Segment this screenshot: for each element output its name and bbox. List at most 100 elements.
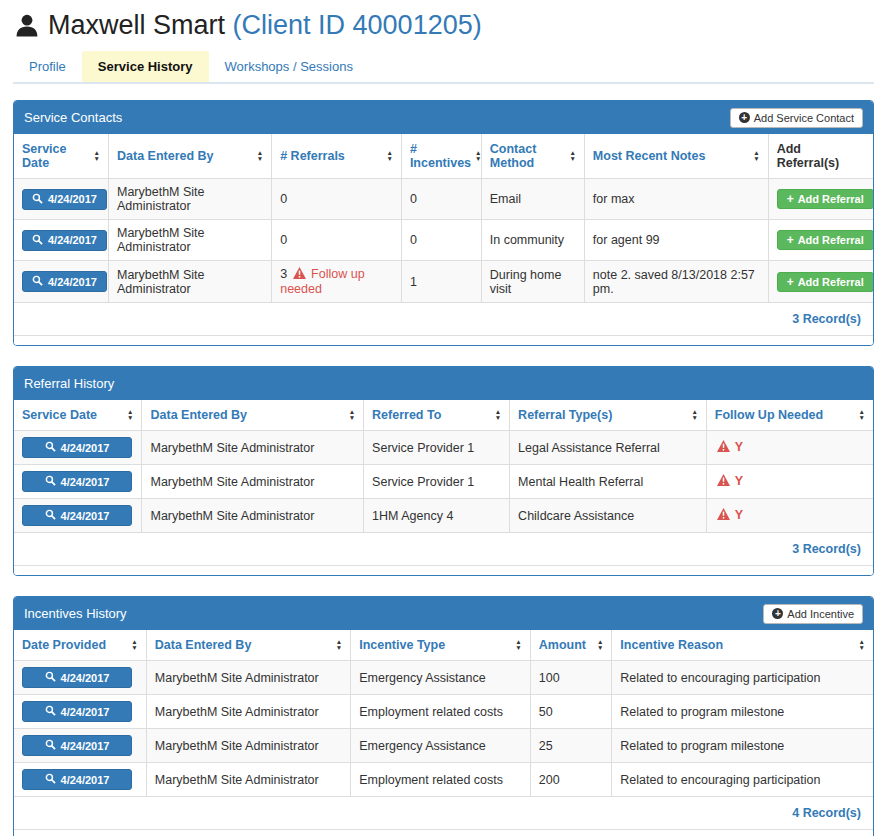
incentive-reason-cell: Related to program milestone bbox=[612, 729, 873, 763]
tab-bar: Profile Service History Workshops / Sess… bbox=[13, 51, 874, 84]
sort-arrows-icon[interactable]: ▲▼ bbox=[94, 150, 100, 162]
column-header-incentive-reason[interactable]: Incentive Reason▲▼ bbox=[612, 630, 873, 661]
panel-footer-strip bbox=[14, 336, 873, 345]
table-row: 4/24/2017MarybethM Site AdministratorEmp… bbox=[14, 695, 873, 729]
search-icon bbox=[45, 671, 56, 684]
sort-arrows-icon[interactable]: ▲▼ bbox=[691, 409, 697, 421]
view-record-date-button[interactable]: 4/24/2017 bbox=[22, 769, 132, 790]
record-count: 3 Record(s) bbox=[14, 533, 873, 566]
view-record-date-button[interactable]: 4/24/2017 bbox=[22, 667, 132, 688]
date-provided-cell: 4/24/2017 bbox=[14, 763, 146, 797]
view-record-date-button[interactable]: 4/24/2017 bbox=[22, 505, 132, 526]
add-incentive-button[interactable]: Add Incentive bbox=[763, 604, 863, 624]
amount-cell: 200 bbox=[530, 763, 612, 797]
column-label: Service Date bbox=[22, 142, 90, 170]
referrals-count: 3 bbox=[280, 267, 287, 281]
referral-type-cell: Legal Assistance Referral bbox=[510, 431, 707, 465]
follow-up-needed-cell: Y bbox=[706, 465, 873, 499]
data-entered-by-cell: MarybethM Site Administrator bbox=[146, 729, 350, 763]
column-header-data-entered-by[interactable]: Data Entered By ▲▼ bbox=[146, 630, 350, 661]
record-date: 4/24/2017 bbox=[48, 193, 97, 205]
column-header-data-entered-by[interactable]: Data Entered By▲▼ bbox=[142, 400, 364, 431]
data-entered-by-cell: MarybethM Site Administrator bbox=[108, 261, 271, 303]
search-icon bbox=[45, 509, 56, 522]
column-label: Incentive Type bbox=[359, 638, 445, 652]
column-label: Date Provided bbox=[22, 638, 106, 652]
column-header-referral-type-s[interactable]: Referral Type(s)▲▼ bbox=[510, 400, 707, 431]
warning-triangle-icon bbox=[717, 474, 730, 489]
record-date: 4/24/2017 bbox=[61, 706, 110, 718]
referral-type-cell: Mental Health Referral bbox=[510, 465, 707, 499]
tab-service-history[interactable]: Service History bbox=[82, 51, 209, 82]
sort-arrows-icon[interactable]: ▲▼ bbox=[131, 639, 137, 651]
column-header-incentives[interactable]: # Incentives▲▼ bbox=[401, 134, 481, 179]
record-date: 4/24/2017 bbox=[61, 442, 110, 454]
column-header-incentive-type[interactable]: Incentive Type ▲▼ bbox=[351, 630, 531, 661]
view-record-date-button[interactable]: 4/24/2017 bbox=[22, 735, 132, 756]
sort-arrows-icon[interactable]: ▲▼ bbox=[127, 409, 133, 421]
add-referral-button[interactable]: Add Referral bbox=[777, 230, 874, 250]
table-row: 4/24/2017MarybethM Site Administrator3 F… bbox=[14, 261, 873, 303]
sort-arrows-icon[interactable]: ▲▼ bbox=[569, 150, 575, 162]
referrals-count: 0 bbox=[280, 192, 287, 206]
service-contacts-table: Service Date▲▼Data Entered By▲▼# Referra… bbox=[14, 134, 873, 303]
column-header-contact-method[interactable]: Contact Method▲▼ bbox=[481, 134, 584, 179]
column-header-service-date[interactable]: Service Date ▲▼ bbox=[14, 134, 108, 179]
column-label: Follow Up Needed bbox=[715, 408, 823, 422]
most-recent-notes-cell: for max bbox=[584, 179, 768, 220]
plus-icon bbox=[787, 234, 794, 246]
table-row: 4/24/2017MarybethM Site Administrator1HM… bbox=[14, 499, 873, 533]
panel-title: Incentives History bbox=[24, 606, 127, 621]
tab-profile[interactable]: Profile bbox=[13, 51, 82, 82]
column-header-referrals[interactable]: # Referrals▲▼ bbox=[272, 134, 402, 179]
add-referral-button[interactable]: Add Referral bbox=[777, 272, 874, 292]
sort-arrows-icon[interactable]: ▲▼ bbox=[349, 409, 355, 421]
search-icon bbox=[45, 475, 56, 488]
sort-arrows-icon[interactable]: ▲▼ bbox=[257, 150, 263, 162]
column-header-most-recent-notes[interactable]: Most Recent Notes▲▼ bbox=[584, 134, 768, 179]
add-referral-button[interactable]: Add Referral bbox=[777, 189, 874, 209]
sort-arrows-icon[interactable]: ▲▼ bbox=[597, 639, 603, 651]
referral-type-cell: Childcare Assistance bbox=[510, 499, 707, 533]
sort-arrows-icon[interactable]: ▲▼ bbox=[495, 409, 501, 421]
column-header-data-entered-by[interactable]: Data Entered By▲▼ bbox=[108, 134, 271, 179]
follow-up-needed-cell: Y bbox=[706, 431, 873, 465]
sort-arrows-icon[interactable]: ▲▼ bbox=[336, 639, 342, 651]
incentive-reason-cell: Related to encouraging participation bbox=[612, 763, 873, 797]
view-record-date-button[interactable]: 4/24/2017 bbox=[22, 230, 107, 251]
view-record-date-button[interactable]: 4/24/2017 bbox=[22, 701, 132, 722]
table-row: 4/24/2017MarybethM Site AdministratorEme… bbox=[14, 661, 873, 695]
date-provided-cell: 4/24/2017 bbox=[14, 695, 146, 729]
view-record-date-button[interactable]: 4/24/2017 bbox=[22, 189, 107, 210]
sort-arrows-icon[interactable]: ▲▼ bbox=[475, 150, 481, 162]
add-referral-cell: Add Referral bbox=[768, 179, 873, 220]
record-count: 4 Record(s) bbox=[14, 797, 873, 830]
referral-history-table: Service Date▲▼Data Entered By▲▼Referred … bbox=[14, 400, 873, 533]
warning-triangle-icon bbox=[293, 267, 306, 282]
tab-workshops-sessions[interactable]: Workshops / Sessions bbox=[209, 51, 369, 82]
column-label: Add Referral(s) bbox=[777, 142, 865, 170]
service-contacts-heading: Service Contacts Add Service Contact bbox=[14, 101, 873, 134]
referred-to-cell: 1HM Agency 4 bbox=[364, 499, 510, 533]
data-entered-by-cell: MarybethM Site Administrator bbox=[108, 220, 271, 261]
add-service-contact-button[interactable]: Add Service Contact bbox=[730, 108, 863, 128]
view-record-date-button[interactable]: 4/24/2017 bbox=[22, 437, 132, 458]
incentive-reason-cell: Related to program milestone bbox=[612, 695, 873, 729]
sort-arrows-icon[interactable]: ▲▼ bbox=[386, 150, 392, 162]
view-record-date-button[interactable]: 4/24/2017 bbox=[22, 471, 132, 492]
column-header-referred-to[interactable]: Referred To▲▼ bbox=[364, 400, 510, 431]
column-header-follow-up-needed[interactable]: Follow Up Needed ▲▼ bbox=[706, 400, 873, 431]
column-header-service-date[interactable]: Service Date▲▼ bbox=[14, 400, 142, 431]
column-header-date-provided[interactable]: Date Provided ▲▼ bbox=[14, 630, 146, 661]
sort-arrows-icon[interactable]: ▲▼ bbox=[515, 639, 521, 651]
data-entered-by-cell: MarybethM Site Administrator bbox=[146, 695, 350, 729]
sort-arrows-icon[interactable]: ▲▼ bbox=[753, 150, 759, 162]
sort-arrows-icon[interactable]: ▲▼ bbox=[859, 409, 865, 421]
column-label: Data Entered By bbox=[155, 638, 252, 652]
view-record-date-button[interactable]: 4/24/2017 bbox=[22, 271, 107, 292]
warning-triangle-icon bbox=[717, 508, 730, 523]
sort-arrows-icon[interactable]: ▲▼ bbox=[859, 639, 865, 651]
most-recent-notes-cell: note 2. saved 8/13/2018 2:57 pm. bbox=[584, 261, 768, 303]
column-header-amount[interactable]: Amount▲▼ bbox=[530, 630, 612, 661]
incentives-history-panel: Incentives History Add Incentive Date Pr… bbox=[13, 596, 874, 836]
